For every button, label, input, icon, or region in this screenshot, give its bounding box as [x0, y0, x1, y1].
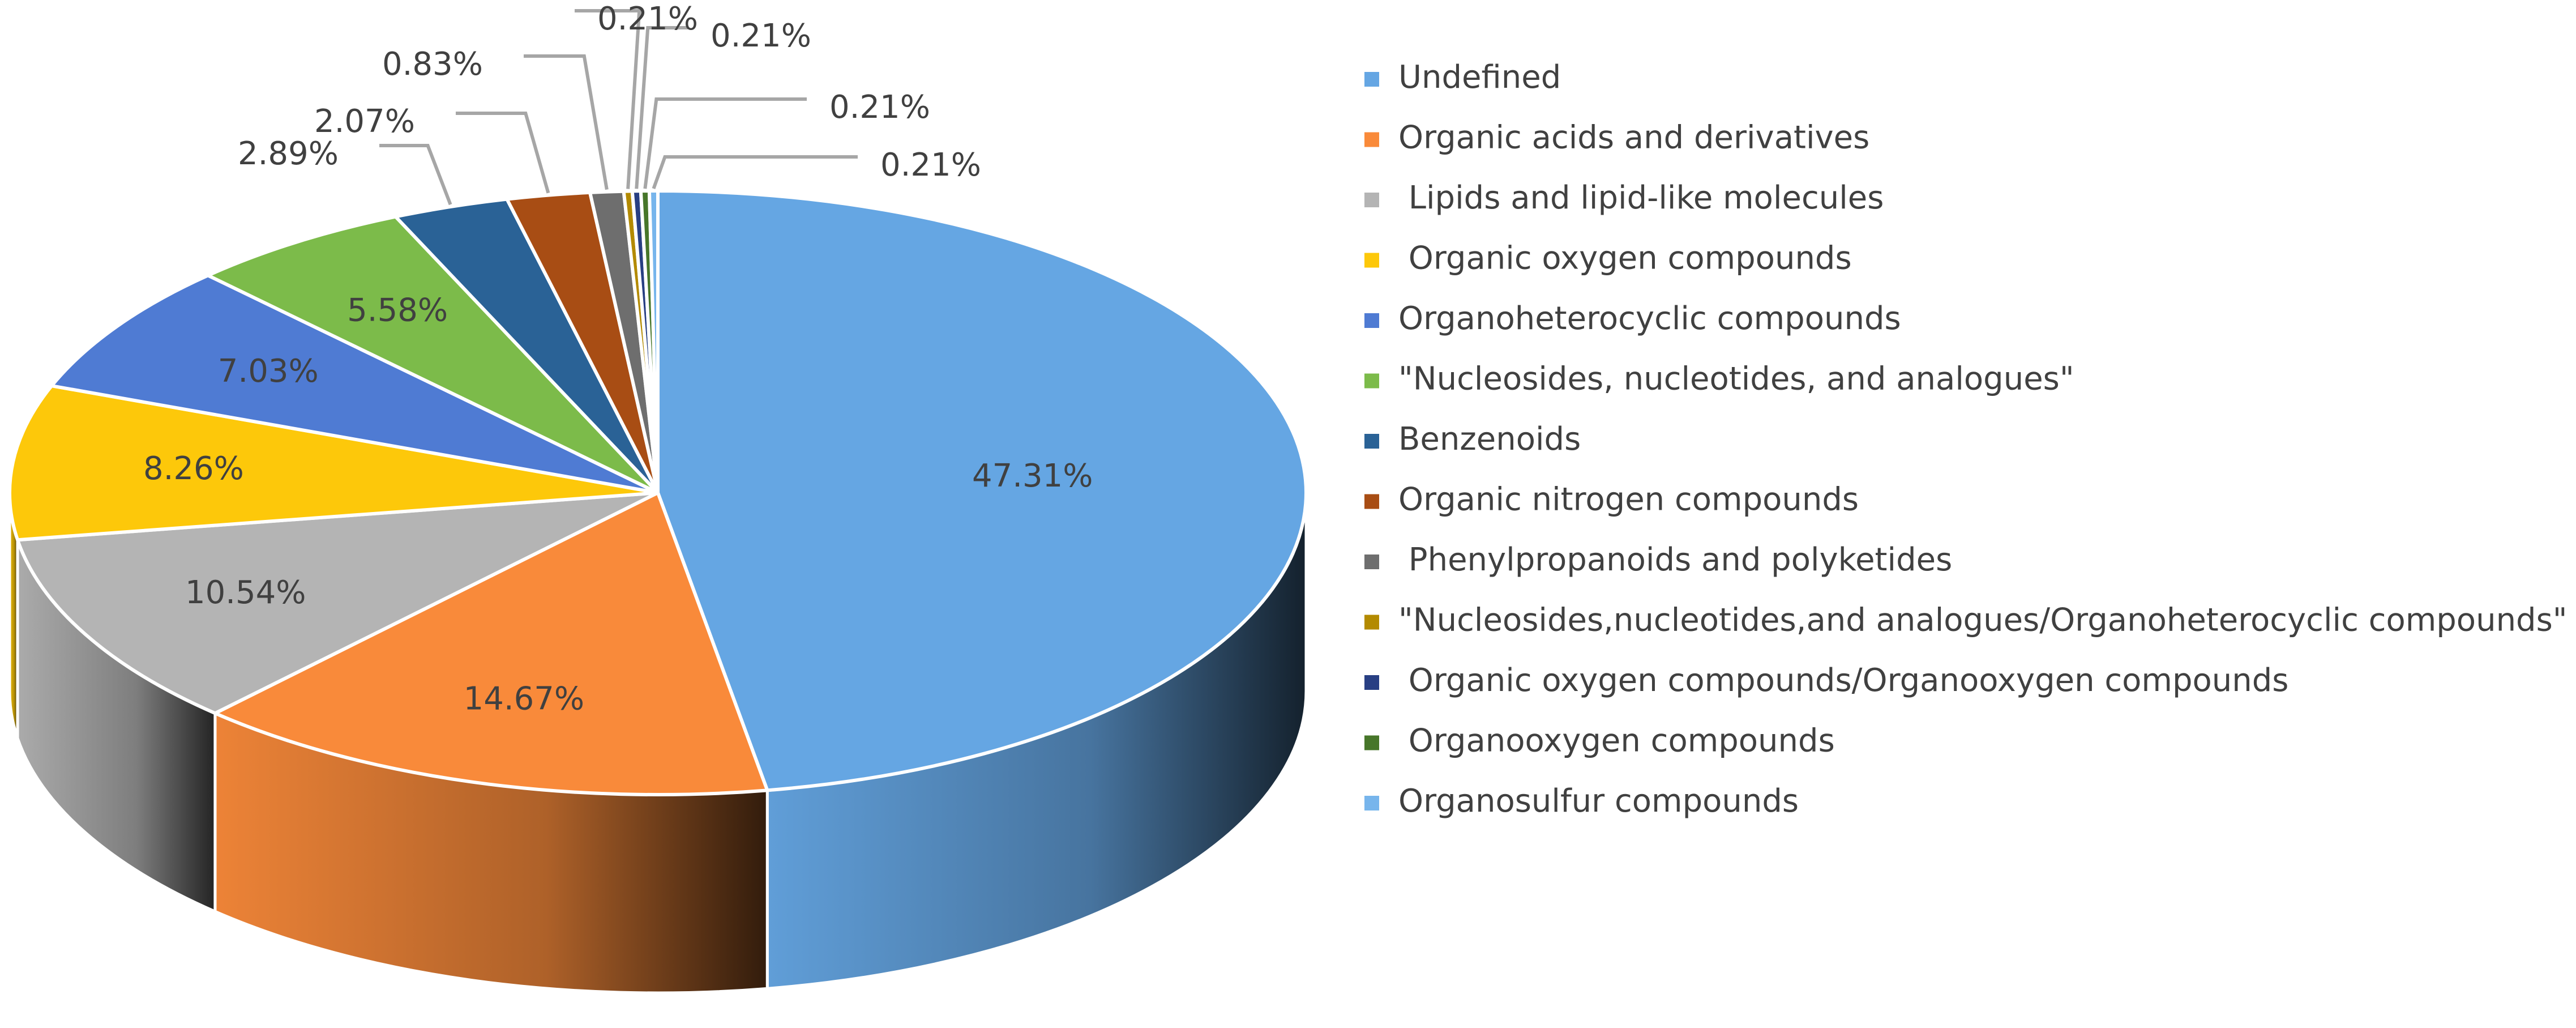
data-label-benzenoids-6: 2.89%: [238, 135, 339, 172]
legend-item-organoheterocyclic-compounds-4: Organoheterocyclic compounds: [1364, 300, 1901, 337]
legend-swatch-nucleosides-nucleotides-and-analogues-organoheterocyclic-compounds: [1364, 615, 1379, 630]
legend-label-organic-nitrogen-compounds: Organic nitrogen compounds: [1398, 481, 1859, 518]
legend-label-organosulfur-compounds: Organosulfur compounds: [1398, 783, 1799, 820]
legend-item-organic-oxygen-compounds-3: Organic oxygen compounds: [1364, 240, 1852, 277]
leader-line-benzenoids: [379, 144, 452, 206]
legend-label-lipids-and-lipid-like-molecules: Lipids and lipid-like molecules: [1398, 180, 1884, 216]
legend-item-organosulfur-compounds-12: Organosulfur compounds: [1364, 783, 1799, 820]
data-label-organic-nitrogen-compounds-7: 2.07%: [314, 103, 415, 140]
legend-swatch-undefined: [1364, 72, 1379, 87]
data-label-lipids-and-lipid-like-molecules: 10.54%: [185, 574, 306, 611]
legend-swatch-organooxygen-compounds: [1364, 735, 1379, 750]
pie-slice-organoheterocyclic-compounds: [50, 274, 660, 494]
legend-item-organooxygen-compounds-11: Organooxygen compounds: [1364, 723, 1835, 760]
legend-swatch-benzenoids: [1364, 434, 1379, 449]
data-label-organic-acids-and-derivatives: 14.67%: [464, 681, 585, 718]
legend: Undefined Organic acids and derivatives L…: [1364, 59, 2568, 820]
legend-swatch-organic-oxygen-compounds: [1364, 253, 1379, 268]
legend-item-phenylpropanoids-and-polyketides-8: Phenylpropanoids and polyketides: [1364, 541, 1952, 578]
data-label-phenylpropanoids-and-polyketides-8: 0.83%: [382, 46, 483, 83]
pie-top-faces: [8, 189, 1308, 796]
legend-swatch-organic-nitrogen-compounds: [1364, 494, 1379, 509]
data-label-nucleosides-nucleotides-and-analogues-organoheterocyclic-compounds-9: 0.21%: [597, 1, 698, 37]
legend-item-undefined-0: Undefined: [1364, 59, 1561, 96]
pie-slice-organosulfur-compounds: [647, 189, 660, 494]
legend-item-organic-oxygen-compounds-organooxygen-compounds-10: Organic oxygen compounds/Organooxygen co…: [1364, 662, 2288, 699]
legend-item-benzenoids-6: Benzenoids: [1364, 421, 1581, 458]
label-leader-lines: [379, 9, 858, 206]
pie-slice-nucleosides-nucleotides-and-analogues: [206, 215, 660, 494]
leader-line-organic-nitrogen-compounds: [456, 112, 550, 194]
data-label-undefined: 47.31%: [972, 458, 1093, 494]
pie-slice-lipids-and-lipid-like-molecules: [16, 491, 660, 715]
legend-item-nucleosides-nucleotides-and-analogues-5: "Nucleosides, nucleotides, and analogues…: [1364, 361, 2074, 398]
data-label-organooxygen-compounds-11: 0.21%: [829, 89, 930, 126]
leader-line-phenylpropanoids-and-polyketides: [524, 54, 609, 190]
data-labels: 47.31% 14.67% 10.54% 8.26% 7.03% 5.58% 2.89%2.…: [143, 1, 1093, 718]
legend-label-organic-oxygen-compounds-organooxygen-compounds: Organic oxygen compounds/Organooxygen co…: [1398, 662, 2288, 699]
data-label-organoheterocyclic-compounds: 7.03%: [218, 353, 319, 390]
legend-label-organic-acids-and-derivatives: Organic acids and derivatives: [1398, 120, 1869, 156]
legend-item-nucleosides-nucleotides-and-analogues-organoheterocyclic-compounds-9: "Nucleosides,nucleotides,and analogues/O…: [1364, 602, 2568, 639]
leader-line-organosulfur-compounds-12: [652, 155, 858, 190]
legend-swatch-phenylpropanoids-and-polyketides: [1364, 554, 1379, 569]
data-label-organic-oxygen-compounds-organooxygen-compounds-10: 0.21%: [711, 18, 811, 54]
legend-label-benzenoids: Benzenoids: [1398, 421, 1581, 458]
legend-label-nucleosides-nucleotides-and-analogues: "Nucleosides, nucleotides, and analogues…: [1398, 361, 2074, 398]
legend-swatch-organic-oxygen-compounds-organooxygen-compounds: [1364, 675, 1379, 690]
legend-label-organooxygen-compounds: Organooxygen compounds: [1398, 723, 1835, 760]
legend-swatch-organoheterocyclic-compounds: [1364, 313, 1379, 328]
pie-side-walls: [8, 492, 1308, 995]
legend-swatch-nucleosides-nucleotides-and-analogues: [1364, 373, 1379, 389]
pie-slice-organic-acids-and-derivatives: [213, 491, 769, 796]
data-label-nucleosides-nucleotides-and-analogues: 5.58%: [347, 292, 448, 329]
data-label-organosulfur-compounds-12: 0.21%: [880, 147, 981, 184]
legend-label-phenylpropanoids-and-polyketides: Phenylpropanoids and polyketides: [1398, 541, 1952, 578]
legend-label-nucleosides-nucleotides-and-analogues-organoheterocyclic-compounds: "Nucleosides,nucleotides,and analogues/O…: [1398, 602, 2568, 639]
leader-line-organooxygen-compounds-11: [643, 97, 807, 189]
legend-swatch-organosulfur-compounds: [1364, 796, 1379, 811]
legend-label-organic-oxygen-compounds: Organic oxygen compounds: [1398, 240, 1852, 277]
legend-item-lipids-and-lipid-like-molecules-2: Lipids and lipid-like molecules: [1364, 180, 1884, 216]
pie-slice-undefined: [656, 189, 1308, 792]
leader-line-organic-oxygen-compounds-organooxygen-compounds-10: [635, 26, 688, 189]
legend-swatch-organic-acids-and-derivatives: [1364, 132, 1379, 147]
data-label-organic-oxygen-compounds: 8.26%: [143, 450, 244, 487]
legend-swatch-lipids-and-lipid-like-molecules: [1364, 193, 1379, 207]
legend-label-organoheterocyclic-compounds: Organoheterocyclic compounds: [1398, 300, 1901, 337]
legend-label-undefined: Undefined: [1398, 59, 1561, 96]
leader-line-nucleosides-nucleotides-and-analogues-organoheterocyclic-compounds-9: [575, 9, 641, 189]
legend-item-organic-acids-and-derivatives-1: Organic acids and derivatives: [1364, 120, 1869, 156]
pie-slice-organic-oxygen-compounds: [8, 384, 660, 542]
legend-item-organic-nitrogen-compounds-7: Organic nitrogen compounds: [1364, 481, 1859, 518]
